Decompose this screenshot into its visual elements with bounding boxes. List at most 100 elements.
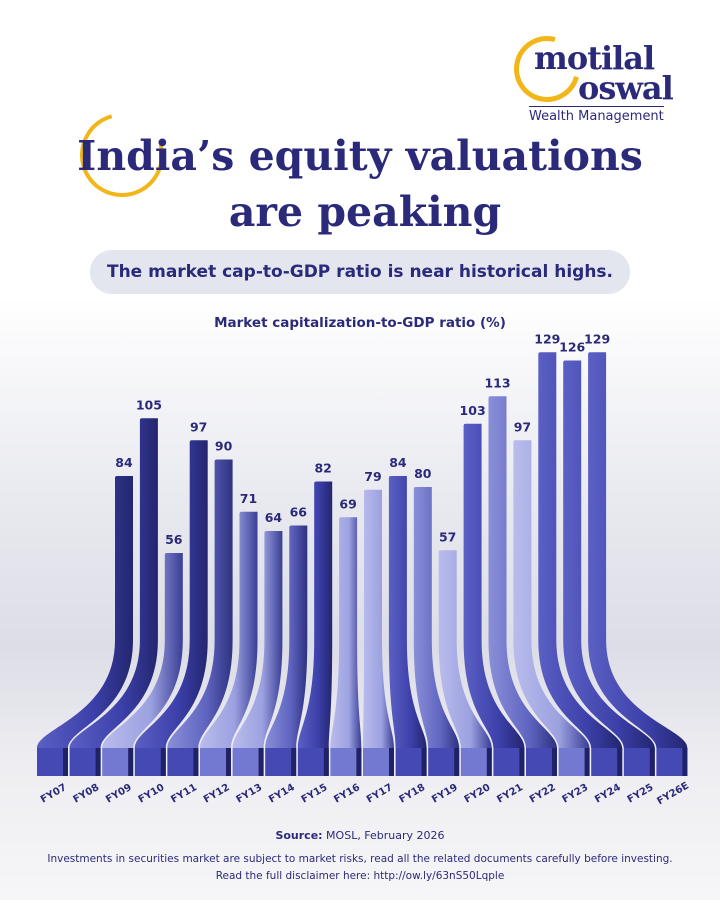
bar-column	[200, 511, 258, 748]
x-tick-label: FY11	[169, 782, 199, 806]
bar-FY21	[463, 423, 525, 776]
chart-title: Market capitalization-to-GDP ratio (%)	[214, 315, 506, 331]
x-tick-label: FY24	[593, 782, 623, 806]
bar-column	[438, 550, 492, 748]
bar-base-shadow	[356, 748, 362, 776]
bar-base-block	[656, 748, 688, 776]
disclaimer-text: Investments in securities market are sub…	[47, 853, 673, 865]
data-label: 129	[584, 331, 610, 346]
bar-column	[69, 418, 158, 748]
bar-base-block	[265, 748, 297, 776]
x-tick-label: FY14	[267, 782, 297, 806]
x-tick-label: FY23	[560, 782, 590, 806]
bar-FY15	[297, 481, 333, 776]
data-label: 113	[484, 375, 510, 390]
data-label: 126	[559, 340, 585, 355]
bar-FY17	[363, 489, 394, 776]
x-tick-label: FY19	[430, 782, 460, 806]
data-label: 69	[339, 496, 356, 511]
logo-subtitle: Wealth Management	[529, 106, 664, 124]
bar-FY14	[265, 525, 308, 776]
bar-base-block	[330, 748, 362, 776]
bar-base-shadow	[421, 748, 427, 776]
bar-column	[563, 360, 655, 748]
bar-base-shadow	[617, 748, 623, 776]
bar-base-block	[623, 748, 655, 776]
bar-base-shadow	[389, 748, 394, 776]
bar-base-block	[69, 748, 101, 776]
x-tick-label: FY15	[300, 782, 330, 806]
bar-base-shadow	[291, 748, 297, 776]
bar-base-block	[493, 748, 525, 776]
bar-base-block	[232, 748, 264, 776]
bar-column	[463, 423, 525, 748]
bar-column	[488, 396, 557, 748]
bar-FY16	[330, 517, 362, 776]
logo-word-1: motilal	[534, 39, 655, 77]
data-label: 129	[534, 331, 560, 346]
bar-FY07	[37, 476, 133, 776]
source-note: Source: MOSL, February 2026	[0, 829, 720, 842]
bar-base-block	[460, 748, 492, 776]
logo-word-2: oswal	[578, 69, 674, 107]
x-tick-label: FY08	[71, 782, 101, 806]
source-label: Source:	[275, 829, 323, 842]
bar-column	[37, 476, 133, 748]
bar-FY26E	[588, 352, 688, 776]
source-text: MOSL, February 2026	[322, 829, 445, 842]
bar-FY09	[102, 553, 183, 776]
bar-column	[265, 525, 308, 748]
bar-FY23	[513, 440, 590, 776]
bar-base-shadow	[552, 748, 557, 776]
bar-base-block	[167, 748, 199, 776]
disclaimer: Investments in securities market are sub…	[0, 851, 720, 885]
bar-column	[297, 481, 333, 748]
x-tick-label: FY26E	[655, 780, 691, 807]
bar-FY20	[438, 550, 492, 776]
x-tick-label: FY12	[202, 782, 232, 806]
bar-base-block	[558, 748, 590, 776]
bar-column	[167, 459, 233, 748]
x-tick-label: FY22	[528, 782, 558, 806]
bar-base-shadow	[258, 748, 264, 776]
bar-FY24	[538, 352, 623, 776]
bar-base-block	[37, 748, 68, 776]
x-tick-label: FY25	[626, 782, 656, 806]
bar-base-shadow	[226, 748, 231, 776]
bar-base-block	[428, 748, 460, 776]
data-label: 103	[460, 403, 486, 418]
data-label: 66	[290, 505, 308, 520]
bar-FY12	[200, 511, 258, 776]
data-label: 105	[136, 397, 162, 412]
data-label: 84	[389, 455, 407, 470]
bar-base-shadow	[63, 748, 68, 776]
disclaimer-link[interactable]: Read the full disclaimer here: http://ow…	[215, 870, 505, 882]
bar-FY10	[134, 440, 208, 776]
data-label: 82	[314, 461, 331, 476]
bar-base-shadow	[682, 748, 688, 776]
x-tick-label: FY18	[397, 782, 427, 806]
motilal-oswal-logo: motilal oswal Wealth Management	[501, 23, 692, 128]
bar-FY11	[167, 459, 233, 776]
data-label: 64	[265, 510, 283, 525]
x-tick-label: FY20	[463, 782, 493, 806]
bar-FY13	[232, 531, 283, 776]
bar-base-block	[591, 748, 623, 776]
bar-base-block	[297, 748, 329, 776]
data-label: 84	[115, 455, 133, 470]
bar-base-shadow	[323, 748, 329, 776]
bar-FY25	[563, 360, 655, 776]
page-title: India’s equity valuations are peaking	[0, 128, 720, 240]
bar-base-shadow	[519, 748, 525, 776]
subtitle-pill: The market cap-to-GDP ratio is near hist…	[90, 250, 630, 294]
bar-column	[134, 440, 208, 748]
x-tick-label: FY13	[234, 782, 264, 806]
title-line-1: India’s equity valuations	[77, 132, 643, 180]
title-line-2: are peaking	[228, 188, 502, 236]
bar-column	[102, 553, 183, 748]
data-label: 79	[364, 469, 381, 484]
x-tick-label: FY21	[495, 782, 525, 806]
bar-base-block	[134, 748, 166, 776]
bar-column	[232, 531, 283, 748]
